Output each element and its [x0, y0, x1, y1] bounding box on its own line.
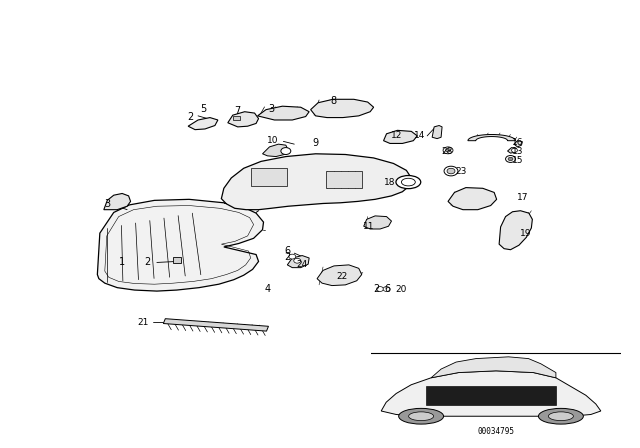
Text: 2: 2 — [284, 252, 291, 262]
Text: 15: 15 — [512, 155, 524, 164]
Text: 16: 16 — [512, 138, 524, 147]
Text: 19: 19 — [520, 229, 531, 238]
Circle shape — [511, 148, 518, 152]
Circle shape — [409, 412, 434, 421]
Text: 13: 13 — [512, 146, 524, 155]
Text: 6: 6 — [385, 284, 390, 294]
Circle shape — [281, 147, 291, 155]
Polygon shape — [233, 116, 240, 120]
Text: 6: 6 — [284, 246, 291, 256]
Text: 22: 22 — [336, 272, 348, 281]
Text: 2: 2 — [187, 112, 193, 121]
Circle shape — [376, 287, 383, 292]
Circle shape — [445, 149, 451, 152]
Text: 23: 23 — [455, 167, 467, 176]
Circle shape — [444, 166, 458, 176]
Text: 9: 9 — [312, 138, 319, 148]
Circle shape — [538, 409, 583, 424]
Polygon shape — [310, 99, 374, 117]
Polygon shape — [317, 265, 362, 285]
Text: 2: 2 — [374, 284, 380, 294]
Polygon shape — [499, 211, 532, 250]
Polygon shape — [188, 117, 218, 129]
Text: 24: 24 — [296, 260, 308, 269]
Polygon shape — [221, 154, 412, 210]
Text: 1: 1 — [119, 258, 125, 267]
Polygon shape — [262, 144, 288, 156]
Polygon shape — [251, 168, 287, 185]
Polygon shape — [228, 112, 259, 127]
FancyBboxPatch shape — [426, 386, 556, 405]
FancyBboxPatch shape — [173, 257, 181, 263]
Ellipse shape — [396, 176, 420, 189]
Text: 5: 5 — [200, 104, 206, 114]
Polygon shape — [431, 357, 556, 378]
Polygon shape — [432, 125, 442, 138]
Text: 3: 3 — [268, 104, 274, 114]
Text: 21: 21 — [138, 318, 149, 327]
Text: 12: 12 — [391, 131, 402, 140]
Text: 11: 11 — [363, 222, 374, 232]
Circle shape — [506, 155, 515, 163]
Polygon shape — [163, 319, 269, 331]
Text: 00034795: 00034795 — [477, 427, 515, 436]
Circle shape — [508, 157, 513, 161]
Text: 8: 8 — [330, 96, 336, 106]
Circle shape — [443, 147, 453, 154]
Polygon shape — [97, 199, 264, 291]
Circle shape — [289, 254, 296, 259]
Text: 14: 14 — [414, 131, 426, 140]
Text: 7: 7 — [235, 106, 241, 116]
Polygon shape — [326, 171, 362, 188]
Circle shape — [548, 412, 573, 421]
Text: 18: 18 — [384, 177, 396, 186]
Polygon shape — [448, 188, 497, 210]
Polygon shape — [364, 216, 392, 229]
Text: 3: 3 — [104, 199, 110, 209]
Polygon shape — [514, 141, 522, 147]
Polygon shape — [383, 130, 417, 143]
Text: 10: 10 — [267, 136, 278, 145]
Polygon shape — [381, 371, 601, 416]
Text: 2: 2 — [144, 258, 150, 267]
Text: 4: 4 — [264, 284, 271, 294]
Polygon shape — [104, 194, 131, 210]
Text: 28: 28 — [442, 146, 452, 155]
Polygon shape — [468, 134, 515, 141]
Circle shape — [447, 168, 455, 174]
Polygon shape — [257, 106, 309, 120]
Text: 20: 20 — [396, 284, 407, 293]
Text: 17: 17 — [516, 194, 528, 202]
Circle shape — [399, 409, 444, 424]
Polygon shape — [508, 147, 516, 153]
Polygon shape — [287, 255, 309, 267]
Circle shape — [294, 258, 301, 263]
Circle shape — [383, 287, 390, 292]
